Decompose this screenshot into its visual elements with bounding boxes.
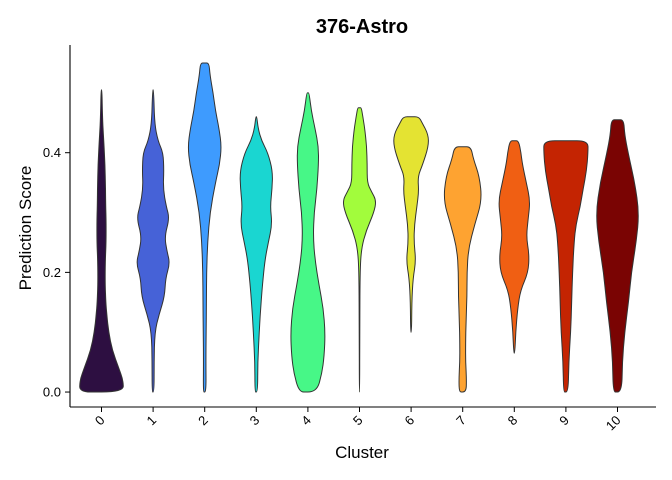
x-tick-label: 9 — [556, 413, 572, 429]
violin-cluster-3 — [239, 116, 273, 393]
y-ticks: 0.0 0.2 0.4 — [43, 145, 70, 400]
y-tick-label: 0.2 — [43, 265, 61, 280]
x-tick-label: 0 — [92, 413, 108, 429]
x-tick-label: 4 — [298, 413, 314, 429]
violin-group — [79, 62, 639, 393]
violin-cluster-7 — [443, 146, 482, 393]
violin-cluster-4 — [290, 92, 326, 393]
x-tick-label: 1 — [143, 413, 159, 429]
x-tick-label: 2 — [195, 413, 211, 429]
violin-cluster-1 — [136, 89, 170, 393]
x-tick-label: 10 — [603, 413, 624, 434]
x-tick-label: 8 — [505, 413, 521, 429]
violin-cluster-8 — [498, 140, 530, 354]
violin-cluster-6 — [393, 116, 429, 333]
violin-cluster-5 — [343, 107, 376, 393]
x-ticks: 0 1 2 3 4 5 6 7 8 9 10 — [92, 407, 624, 433]
violin-cluster-2 — [187, 62, 222, 393]
x-tick-label: 7 — [453, 413, 469, 429]
y-tick-label: 0.0 — [43, 385, 61, 400]
violin-cluster-10 — [596, 119, 639, 393]
violin-cluster-9 — [543, 140, 589, 393]
x-tick-label: 6 — [401, 413, 417, 429]
chart-title: 376-Astro — [316, 16, 408, 38]
violin-cluster-0 — [79, 89, 124, 393]
x-tick-label: 3 — [247, 413, 263, 429]
y-axis-title: Prediction Score — [16, 166, 35, 291]
y-tick-label: 0.4 — [43, 145, 61, 160]
x-tick-label: 5 — [350, 413, 366, 429]
x-axis-title: Cluster — [335, 443, 389, 462]
